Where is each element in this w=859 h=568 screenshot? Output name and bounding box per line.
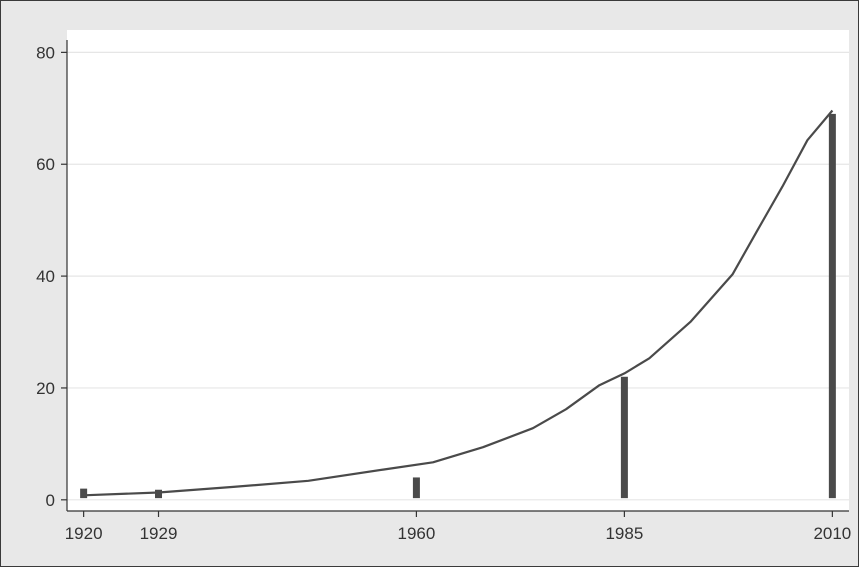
- y-tick-label: 40: [36, 267, 55, 286]
- x-tick-label: 1929: [140, 524, 178, 543]
- y-tick-label: 0: [46, 491, 55, 510]
- bar: [80, 488, 88, 499]
- y-tick-label: 60: [36, 155, 55, 174]
- gridlines: [67, 51, 849, 501]
- y-tick-label: 80: [36, 43, 55, 62]
- bar: [828, 113, 836, 499]
- x-tick-label: 2010: [813, 524, 851, 543]
- y-tick-label: 20: [36, 379, 55, 398]
- bars: [80, 113, 836, 499]
- x-tick-label: 1920: [65, 524, 103, 543]
- tick-labels: 0 20 40 60 80 1920 1929 1960 1985 2010: [36, 43, 851, 543]
- trend-line-layer: [83, 109, 834, 497]
- x-tick-label: 1960: [397, 524, 435, 543]
- bar: [412, 477, 420, 499]
- bar: [620, 376, 628, 499]
- trend-line: [83, 109, 834, 497]
- bar: [155, 489, 163, 499]
- axes: [61, 40, 849, 517]
- plot-area: [67, 30, 849, 511]
- x-tick-label: 1985: [605, 524, 643, 543]
